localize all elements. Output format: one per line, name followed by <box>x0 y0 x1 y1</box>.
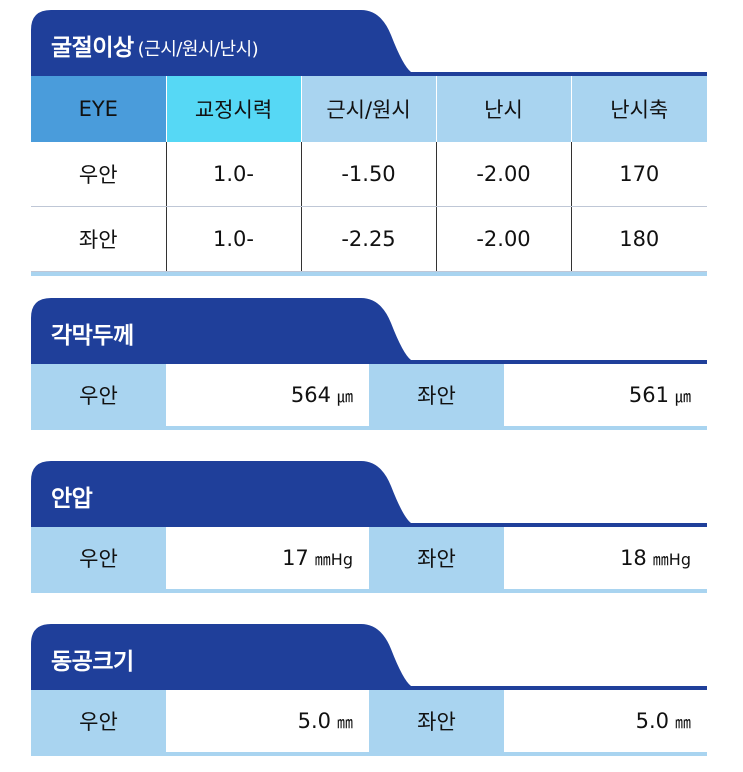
tab-shape <box>31 624 411 686</box>
right-eye-label: 우안 <box>31 527 166 589</box>
header-corrected-acuity: 교정시력 <box>166 76 302 142</box>
pupil-tab: 동공크기 <box>31 624 707 686</box>
myopia-hyperopia-cell: -2.25 <box>301 206 437 272</box>
refraction-title: 굴절이상 (근시/원시/난시) <box>51 35 259 61</box>
unit-label: ㎜Hg <box>314 550 353 569</box>
cornea-section: 각막두께 우안 564 ㎛ 좌안 561 ㎛ <box>31 298 707 430</box>
header-astigmatism-axis: 난시축 <box>571 76 707 142</box>
right-eye-value: 17 ㎜Hg <box>166 527 369 589</box>
unit-label: ㎜ <box>674 713 691 732</box>
tab-shape <box>31 298 411 360</box>
eye-cell: 우안 <box>31 142 167 207</box>
unit-label: ㎛ <box>336 387 353 406</box>
astigmatism-cell: -2.00 <box>436 206 572 272</box>
pupil-row: 우안 5.0 ㎜ 좌안 5.0 ㎜ <box>31 690 707 752</box>
astigmatism-cell: -2.00 <box>436 142 572 207</box>
right-eye-label: 우안 <box>31 690 166 752</box>
pupil-section: 동공크기 우안 5.0 ㎜ 좌안 5.0 ㎜ <box>31 624 707 756</box>
refraction-tab: 굴절이상 (근시/원시/난시) <box>31 10 707 72</box>
table-row: 우안 1.0- -1.50 -2.00 170 <box>31 142 707 207</box>
corrected-acuity-cell: 1.0- <box>166 206 302 272</box>
left-eye-label: 좌안 <box>369 527 504 589</box>
cornea-tab: 각막두께 <box>31 298 707 360</box>
iop-section: 안압 우안 17 ㎜Hg 좌안 18 ㎜Hg <box>31 461 707 593</box>
iop-tab: 안압 <box>31 461 707 523</box>
header-eye: EYE <box>31 76 167 142</box>
myopia-hyperopia-cell: -1.50 <box>301 142 437 207</box>
unit-label: ㎜Hg <box>652 550 691 569</box>
left-eye-label: 좌안 <box>369 690 504 752</box>
refraction-subtitle: (근시/원시/난시) <box>137 39 259 60</box>
section-underline <box>31 272 707 276</box>
iop-title: 안압 <box>51 486 93 512</box>
pupil-title: 동공크기 <box>51 649 134 675</box>
section-underline <box>31 589 707 593</box>
eye-cell: 좌안 <box>31 206 167 272</box>
corrected-acuity-cell: 1.0- <box>166 142 302 207</box>
refraction-section: 굴절이상 (근시/원시/난시) EYE 교정시력 근시/원시 난시 난시축 우안 … <box>31 10 707 276</box>
cornea-title: 각막두께 <box>51 323 134 349</box>
section-bar <box>31 523 707 527</box>
refraction-header-row: EYE 교정시력 근시/원시 난시 난시축 <box>31 76 707 142</box>
header-astigmatism: 난시 <box>436 76 572 142</box>
section-underline <box>31 752 707 756</box>
section-bar <box>31 72 707 76</box>
left-eye-value: 561 ㎛ <box>504 364 707 426</box>
section-bar <box>31 686 707 690</box>
right-eye-label: 우안 <box>31 364 166 426</box>
cornea-row: 우안 564 ㎛ 좌안 561 ㎛ <box>31 364 707 426</box>
table-row: 좌안 1.0- -2.25 -2.00 180 <box>31 206 707 272</box>
header-myopia-hyperopia: 근시/원시 <box>301 76 437 142</box>
left-eye-label: 좌안 <box>369 364 504 426</box>
astigmatism-axis-cell: 170 <box>571 142 707 207</box>
left-eye-value: 18 ㎜Hg <box>504 527 707 589</box>
iop-row: 우안 17 ㎜Hg 좌안 18 ㎜Hg <box>31 527 707 589</box>
section-bar <box>31 360 707 364</box>
section-underline <box>31 426 707 430</box>
tab-shape <box>31 10 411 72</box>
unit-label: ㎜ <box>336 713 353 732</box>
astigmatism-axis-cell: 180 <box>571 206 707 272</box>
right-eye-value: 5.0 ㎜ <box>166 690 369 752</box>
unit-label: ㎛ <box>674 387 691 406</box>
right-eye-value: 564 ㎛ <box>166 364 369 426</box>
left-eye-value: 5.0 ㎜ <box>504 690 707 752</box>
tab-shape <box>31 461 411 523</box>
refraction-table: EYE 교정시력 근시/원시 난시 난시축 우안 1.0- -1.50 -2.0… <box>31 76 707 272</box>
